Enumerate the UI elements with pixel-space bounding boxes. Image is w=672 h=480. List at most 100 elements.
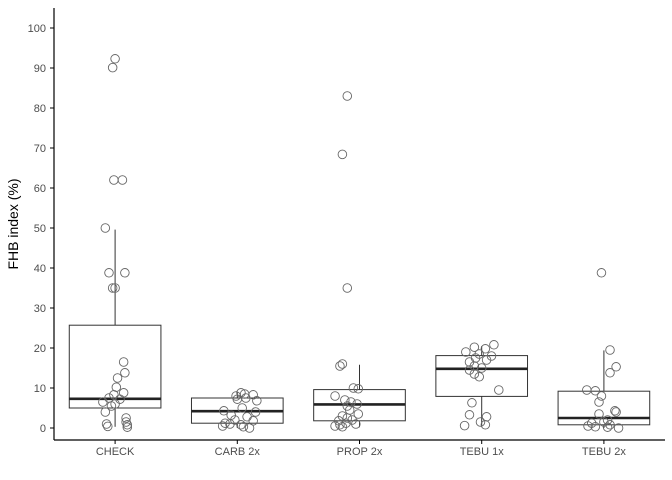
- data-point-tebu-2x: [594, 409, 604, 419]
- data-point-carb-2x: [252, 396, 262, 406]
- data-point-tebu-2x: [590, 422, 601, 432]
- data-point-prop-2x: [335, 361, 345, 371]
- y-axis-title: FHB index (%): [5, 178, 21, 269]
- data-point-check: [118, 388, 129, 398]
- data-point-tebu-1x: [461, 347, 471, 357]
- y-tick-labels: 0 10 20 30 40 50 60 70 80 90 100: [28, 23, 46, 435]
- data-point-check: [112, 373, 123, 383]
- data-point-prop-2x: [342, 91, 353, 101]
- data-point-prop-2x: [342, 413, 353, 423]
- data-point-prop-2x: [335, 420, 345, 430]
- data-point-tebu-2x: [590, 386, 601, 396]
- data-point-check: [100, 223, 111, 233]
- data-point-check: [121, 413, 131, 423]
- data-point-check: [122, 420, 133, 430]
- data-point-tebu-1x: [474, 372, 485, 382]
- data-point-check: [115, 394, 125, 404]
- data-point-carb-2x: [237, 403, 247, 413]
- data-point-check: [98, 397, 108, 407]
- data-point-check: [101, 419, 112, 429]
- box-check: [68, 229, 162, 427]
- data-point-tebu-2x: [596, 268, 607, 278]
- data-point-prop-2x: [337, 359, 348, 369]
- data-point-check: [120, 268, 130, 278]
- data-point-prop-2x: [348, 383, 359, 393]
- data-point-check: [109, 175, 119, 185]
- y-tick-label-90: 90: [34, 63, 46, 75]
- data-point-carb-2x: [238, 422, 249, 432]
- data-point-prop-2x: [330, 421, 340, 431]
- data-point-check: [110, 54, 120, 64]
- y-ticks: [50, 27, 54, 429]
- data-point-check: [107, 283, 118, 293]
- data-point-check: [103, 421, 113, 432]
- data-point-prop-2x: [351, 419, 361, 429]
- x-tick-label-check: CHECK: [96, 446, 135, 458]
- data-point-tebu-2x: [599, 417, 609, 427]
- data-point-tebu-1x: [481, 355, 492, 365]
- data-point-check: [106, 401, 117, 411]
- data-point-tebu-2x: [610, 406, 620, 416]
- y-tick-label-40: 40: [34, 263, 46, 275]
- data-points: [98, 54, 624, 433]
- box-tebu-2x: [557, 350, 651, 428]
- data-point-tebu-1x: [480, 420, 491, 430]
- data-point-check: [109, 390, 119, 400]
- y-tick-label-30: 30: [34, 303, 46, 315]
- data-point-check: [110, 283, 120, 293]
- data-point-tebu-1x: [489, 340, 499, 350]
- data-point-check: [100, 407, 111, 417]
- data-point-carb-2x: [232, 394, 243, 404]
- box-tebu-1x: [435, 346, 529, 426]
- data-point-carb-2x: [244, 423, 255, 433]
- data-point-tebu-1x: [475, 417, 486, 427]
- data-point-tebu-2x: [602, 422, 613, 432]
- data-point-prop-2x: [342, 283, 353, 293]
- x-tick-label-tebu-2x: TEBU 2x: [582, 446, 627, 458]
- data-point-tebu-1x: [476, 363, 487, 373]
- data-point-check: [117, 175, 128, 185]
- data-point-tebu-1x: [480, 344, 491, 354]
- data-point-tebu-1x: [469, 369, 480, 379]
- box-iqr: [68, 324, 162, 409]
- data-point-tebu-1x: [469, 342, 480, 352]
- data-point-tebu-2x: [582, 385, 592, 395]
- box-iqr: [557, 390, 651, 426]
- data-point-prop-2x: [341, 418, 351, 428]
- data-point-prop-2x: [337, 149, 348, 160]
- data-point-prop-2x: [330, 391, 340, 401]
- y-tick-label-60: 60: [34, 183, 46, 195]
- y-tick-label-70: 70: [34, 143, 46, 155]
- data-point-tebu-2x: [605, 420, 615, 430]
- data-point-tebu-1x: [481, 412, 492, 422]
- data-point-tebu-2x: [611, 407, 621, 417]
- data-point-tebu-1x: [467, 398, 477, 408]
- box-iqr: [435, 355, 529, 397]
- x-ticks: [114, 440, 605, 444]
- data-point-tebu-2x: [611, 362, 621, 372]
- y-tick-label-50: 50: [34, 223, 46, 235]
- data-point-prop-2x: [353, 384, 364, 394]
- boxplots: [68, 229, 651, 428]
- data-point-tebu-1x: [459, 420, 470, 431]
- y-tick-label-100: 100: [28, 23, 46, 35]
- data-point-tebu-1x: [464, 410, 475, 420]
- data-point-tebu-2x: [583, 421, 593, 431]
- y-tick-label-0: 0: [40, 423, 46, 435]
- y-tick-label-80: 80: [34, 103, 46, 115]
- x-tick-label-tebu-1x: TEBU 1x: [460, 446, 505, 458]
- data-point-check: [118, 357, 129, 367]
- y-tick-label-10: 10: [34, 383, 46, 395]
- data-point-carb-2x: [242, 412, 252, 422]
- y-tick-label-20: 20: [34, 343, 46, 355]
- data-point-carb-2x: [217, 421, 228, 431]
- data-point-carb-2x: [236, 420, 246, 430]
- data-point-carb-2x: [225, 419, 235, 429]
- data-point-prop-2x: [352, 399, 362, 409]
- data-point-tebu-2x: [613, 423, 624, 433]
- data-point-carb-2x: [219, 406, 229, 416]
- data-point-carb-2x: [250, 407, 261, 417]
- x-tick-labels: CHECK CARB 2x PROP 2x TEBU 1x TEBU 2x: [96, 446, 627, 458]
- data-point-check: [104, 268, 114, 278]
